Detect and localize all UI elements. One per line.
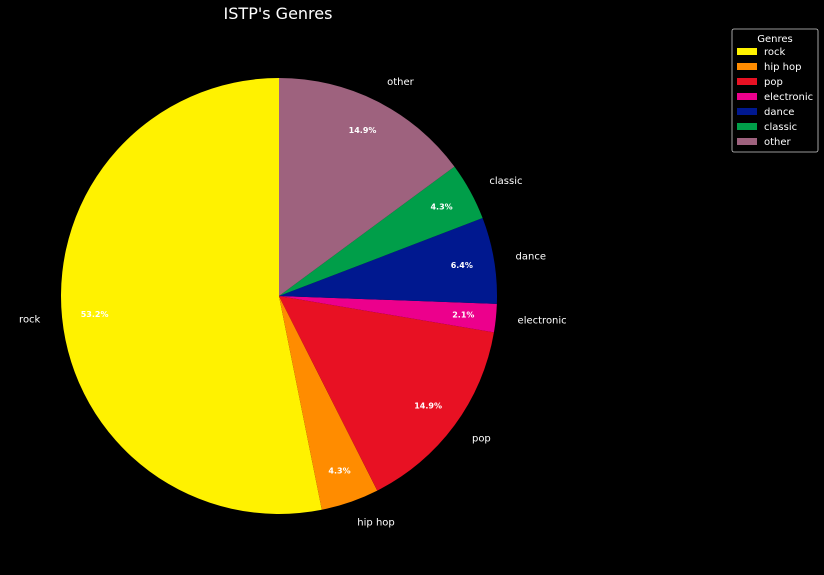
- pie-slice-electronic: [279, 296, 497, 333]
- legend-label-dance: dance: [764, 107, 794, 118]
- slice-label-classic: classic: [489, 176, 522, 187]
- pie-slice-rock: [60, 78, 322, 514]
- slice-percent-other: 14.9%: [349, 126, 377, 135]
- legend-swatch-pop: [737, 78, 757, 85]
- legend-title: Genres: [757, 34, 793, 45]
- legend-label-classic: classic: [764, 122, 797, 133]
- chart-title: ISTP's Genres: [224, 4, 333, 23]
- pie-slice-dance: [279, 218, 497, 304]
- legend-swatch-other: [737, 138, 757, 145]
- legend-label-pop: pop: [764, 77, 783, 88]
- slice-label-hip-hop: hip hop: [357, 518, 394, 529]
- slice-percent-dance: 6.4%: [451, 261, 473, 270]
- legend-items: rock hip hop pop electronic dance classic othe…: [737, 47, 813, 148]
- legend-box: [731, 28, 819, 153]
- pie-slice-other: [279, 78, 455, 296]
- legend: Genres rock hip hop pop electronic dance clas…: [731, 28, 819, 153]
- slice-percent-classic: 4.3%: [430, 203, 452, 212]
- legend-label-electronic: electronic: [764, 92, 813, 103]
- legend-label-rock: rock: [764, 47, 786, 58]
- slice-percent-rock: 53.2%: [81, 310, 109, 319]
- pie-slice-hip-hop: [279, 296, 378, 510]
- slice-label-rock: rock: [19, 315, 41, 326]
- legend-swatch-hip-hop: [737, 63, 757, 70]
- slice-label-electronic: electronic: [518, 315, 567, 326]
- pie-labels: rock 53.2% hip hop 4.3% pop 14.9% electronic 2.…: [19, 77, 567, 529]
- legend-swatch-electronic: [737, 93, 757, 100]
- pie-slice-pop: [279, 296, 494, 491]
- slice-label-dance: dance: [516, 252, 546, 263]
- slice-percent-electronic: 2.1%: [452, 310, 474, 319]
- slice-percent-pop: 14.9%: [414, 401, 442, 410]
- legend-swatch-rock: [737, 48, 757, 55]
- slice-label-other: other: [387, 77, 415, 88]
- pie-slice-classic: [279, 166, 483, 296]
- pie-slices: [60, 78, 497, 514]
- slice-label-pop: pop: [472, 433, 491, 444]
- legend-swatch-classic: [737, 123, 757, 130]
- slice-percent-hip-hop: 4.3%: [328, 467, 350, 476]
- legend-swatch-dance: [737, 108, 757, 115]
- legend-label-hip-hop: hip hop: [764, 62, 801, 73]
- legend-label-other: other: [764, 137, 792, 148]
